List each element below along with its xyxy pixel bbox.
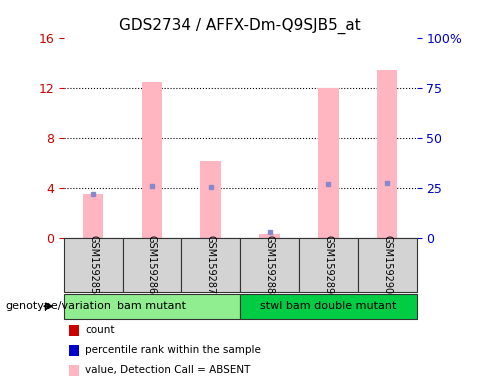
Text: GSM159289: GSM159289 — [323, 235, 333, 295]
Bar — [200, 161, 221, 238]
Text: genotype/variation: genotype/variation — [5, 301, 111, 311]
Text: percentile rank within the sample: percentile rank within the sample — [85, 345, 261, 355]
Text: GSM159288: GSM159288 — [265, 235, 274, 295]
Text: GSM159285: GSM159285 — [88, 235, 98, 295]
Text: value, Detection Call = ABSENT: value, Detection Call = ABSENT — [85, 365, 250, 375]
Text: GSM159290: GSM159290 — [382, 235, 392, 295]
Title: GDS2734 / AFFX-Dm-Q9SJB5_at: GDS2734 / AFFX-Dm-Q9SJB5_at — [119, 18, 361, 34]
Bar — [318, 88, 339, 238]
Bar — [259, 234, 280, 238]
Text: bam mutant: bam mutant — [118, 301, 186, 311]
Bar — [377, 70, 397, 238]
Text: stwl bam double mutant: stwl bam double mutant — [260, 301, 396, 311]
Text: count: count — [85, 325, 115, 335]
Text: GSM159286: GSM159286 — [147, 235, 157, 295]
Bar — [142, 82, 162, 238]
Bar — [83, 194, 103, 238]
Text: GSM159287: GSM159287 — [206, 235, 216, 295]
